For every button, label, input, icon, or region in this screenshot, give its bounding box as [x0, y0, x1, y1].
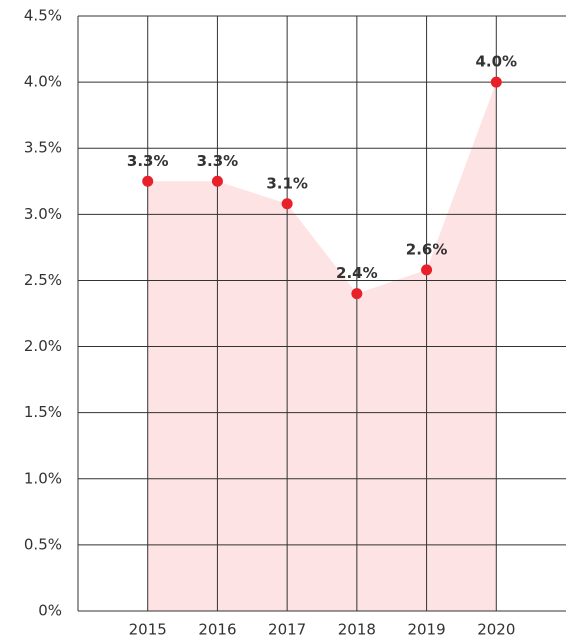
x-tick-label: 2017 — [268, 621, 306, 639]
value-label: 2.4% — [336, 264, 378, 282]
value-label: 3.1% — [266, 174, 308, 192]
x-tick-label: 2018 — [338, 621, 376, 639]
y-tick-label: 1.5% — [24, 403, 62, 421]
y-tick-label: 4.0% — [24, 73, 62, 91]
y-tick-label: 0% — [38, 602, 62, 620]
x-tick-label: 2015 — [129, 621, 167, 639]
x-tick-label: 2019 — [407, 621, 445, 639]
value-label: 3.3% — [197, 152, 239, 170]
x-tick-label: 2016 — [198, 621, 236, 639]
y-tick-label: 4.5% — [24, 7, 62, 25]
y-tick-label: 2.5% — [24, 271, 62, 289]
point — [142, 175, 154, 187]
y-tick-label: 1.0% — [24, 469, 62, 487]
y-tick-label: 3.0% — [24, 205, 62, 223]
y-tick-label: 2.0% — [24, 337, 62, 355]
point — [281, 198, 293, 210]
y-tick-label: 0.5% — [24, 535, 62, 553]
x-tick-label: 2020 — [477, 621, 515, 639]
point — [490, 76, 502, 88]
value-label: 3.3% — [127, 152, 169, 170]
point — [421, 264, 433, 276]
value-label: 4.0% — [475, 53, 517, 71]
point — [351, 288, 363, 300]
point — [211, 175, 223, 187]
y-tick-label: 3.5% — [24, 139, 62, 157]
value-label: 2.6% — [406, 240, 448, 258]
